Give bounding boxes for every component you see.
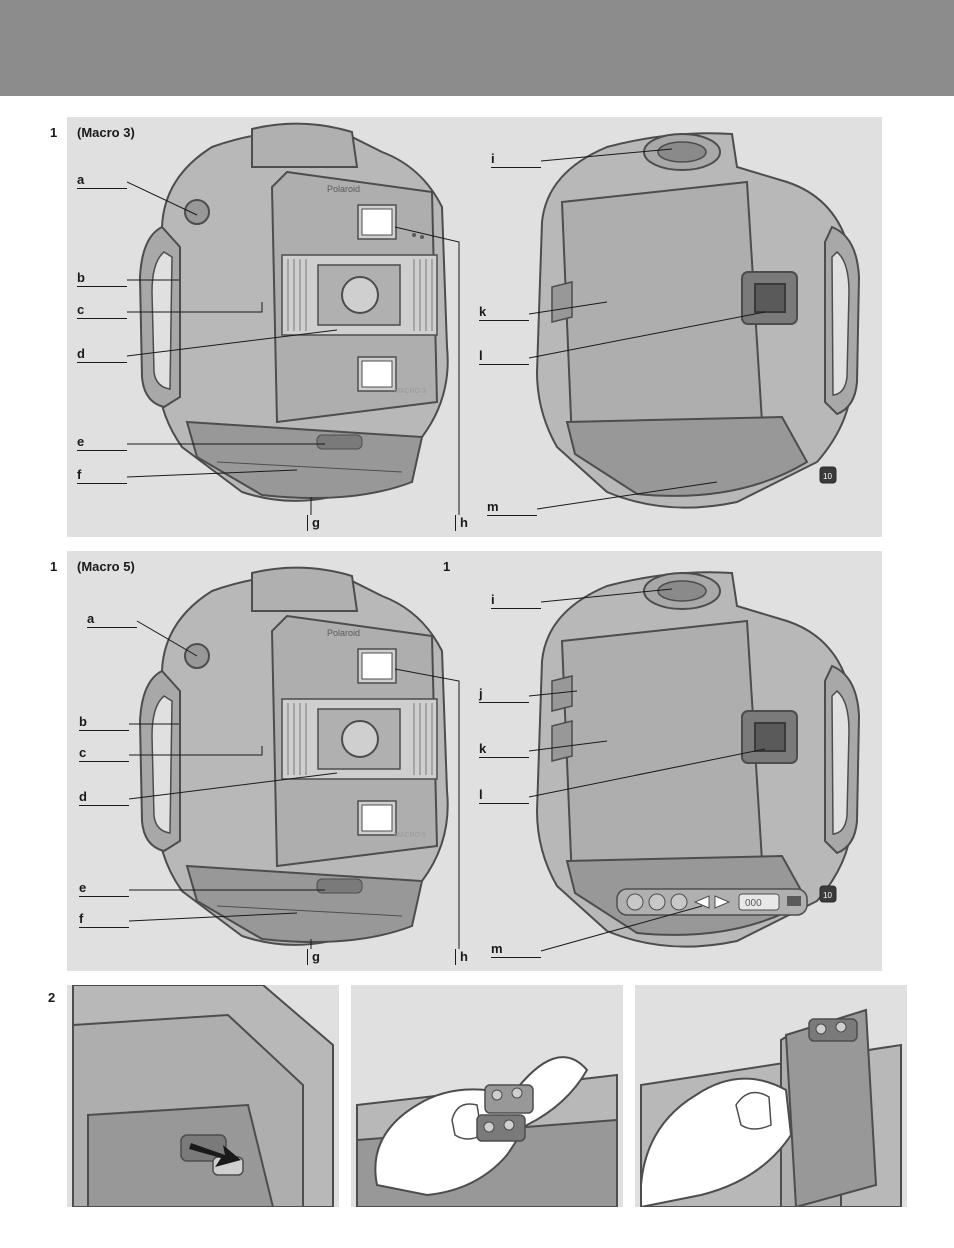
figure-number-macro3: 1 [50, 125, 57, 140]
figure-step4-panel [635, 985, 907, 1207]
figure-number-2: 2 [48, 990, 55, 1005]
header-bar [0, 0, 954, 96]
figure-step3-panel [351, 985, 623, 1207]
figure-number-macro5: 1 [50, 559, 57, 574]
figure-step2-panel [67, 985, 339, 1207]
figure-macro5-panel: 1 (Macro 5) 1 a b c d e f g h i j k l m … [67, 551, 882, 971]
figure-macro3-panel: 1 (Macro 3) a b c d e f g h i k l m Pola… [67, 117, 882, 537]
